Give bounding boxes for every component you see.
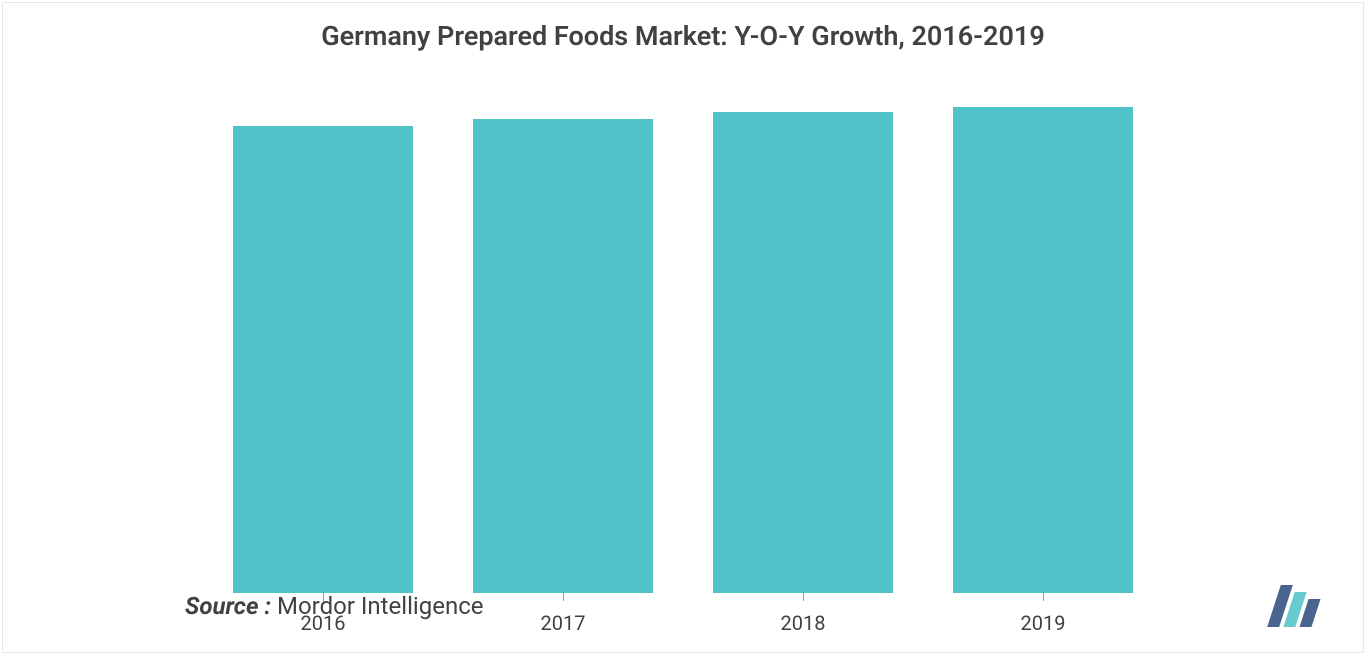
source-label: Source : [185, 592, 277, 620]
bar-wrapper-2017: 2017 [473, 107, 653, 635]
bar-2018 [713, 112, 893, 593]
source-value: Mordor Intelligence [277, 592, 483, 620]
source-text: Source : Mordor Intelligence [185, 592, 484, 620]
bar-2016 [233, 126, 413, 593]
bar-space [233, 107, 413, 593]
bar-space [953, 107, 1133, 593]
chart-title: Germany Prepared Foods Market: Y-O-Y Gro… [0, 20, 1366, 52]
bar-wrapper-2018: 2018 [713, 107, 893, 635]
mordor-logo-icon [1274, 585, 1316, 627]
bar-2019 [953, 107, 1133, 593]
bars-area: 2016 2017 2018 2019 [0, 107, 1366, 655]
bar-space [713, 107, 893, 593]
chart-footer: Source : Mordor Intelligence [185, 585, 1316, 627]
bar-wrapper-2019: 2019 [953, 107, 1133, 635]
chart-container: Germany Prepared Foods Market: Y-O-Y Gro… [0, 0, 1366, 655]
bar-space [473, 107, 653, 593]
bar-wrapper-2016: 2016 [233, 107, 413, 635]
bar-2017 [473, 119, 653, 593]
